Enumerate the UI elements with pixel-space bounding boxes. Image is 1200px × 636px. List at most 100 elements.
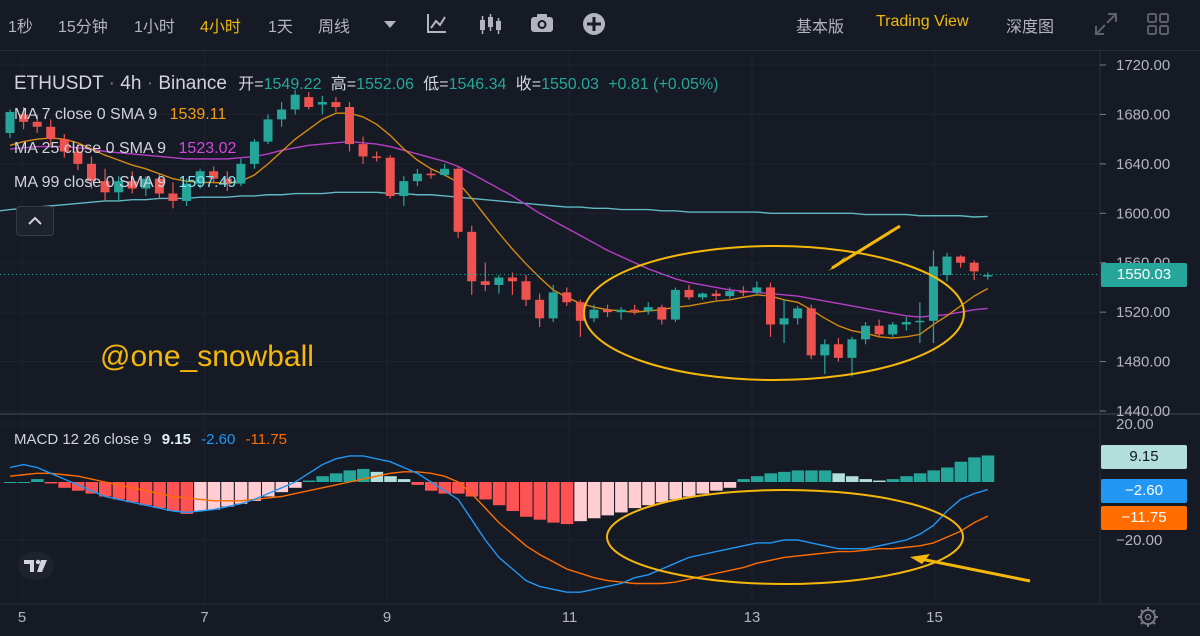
macd-bar [506, 482, 519, 511]
macd-bar [85, 482, 98, 494]
candle [73, 144, 83, 171]
collapse-legend-button[interactable] [16, 206, 54, 236]
grid-icon[interactable] [1146, 12, 1170, 36]
price-tick-label: 1680.00 [1116, 106, 1170, 123]
price-tick-label: 1720.00 [1116, 57, 1170, 74]
candle [480, 262, 490, 292]
price-tick-label: 1480.00 [1116, 354, 1170, 371]
time-tick-label: 13 [744, 609, 761, 626]
candle [901, 317, 911, 331]
interval-4h[interactable]: 4小时 [200, 19, 241, 36]
macd-bar [492, 482, 506, 506]
interval-1s[interactable]: 1秒 [8, 19, 33, 36]
candle [779, 299, 789, 344]
interval-1d[interactable]: 1天 [268, 19, 293, 36]
candle [738, 286, 748, 297]
candle [127, 171, 137, 194]
indicator-icon[interactable] [426, 12, 448, 34]
macd-bar [628, 482, 642, 509]
macd-label: MACD 12 26 close 9 [14, 431, 152, 448]
macd-bar [900, 476, 913, 482]
candle [725, 287, 735, 299]
candle-style-icon[interactable] [478, 12, 502, 36]
low-value: 1546.34 [448, 76, 507, 93]
macd-bar [655, 482, 669, 503]
macd-histogram [4, 455, 995, 525]
chart-canvas[interactable]: 1720.001680.001640.001600.001560.001520.… [0, 51, 1200, 636]
candle [412, 168, 422, 187]
macd-bar [859, 479, 873, 482]
price-tick-label: 1520.00 [1116, 304, 1170, 321]
candle [86, 156, 96, 189]
symbol-exchange: Binance [158, 73, 227, 94]
macd-bar [873, 480, 886, 482]
candle [630, 304, 640, 315]
candle [182, 178, 192, 206]
interval-1w[interactable]: 周线 [318, 19, 351, 36]
macd-bar [601, 482, 615, 516]
macd-bar [262, 482, 275, 497]
macd-bar [234, 482, 248, 504]
view-basic[interactable]: 基本版 [796, 19, 845, 36]
macd-bar [99, 482, 112, 497]
time-tick-label: 15 [926, 609, 943, 626]
view-depth[interactable]: 深度图 [1006, 19, 1055, 36]
candle [684, 284, 694, 300]
ma7-line [9, 112, 989, 339]
candle [643, 302, 653, 315]
ma99-legend[interactable]: MA 99 close 0 SMA 9 1597.49 [14, 174, 236, 192]
candle [956, 255, 966, 268]
macd-tick-label: −20.00 [1116, 532, 1162, 549]
macd-bar [58, 482, 71, 488]
plus-circle-icon[interactable] [582, 12, 606, 36]
chevron-down-icon[interactable] [383, 20, 397, 30]
expand-icon[interactable] [1094, 12, 1118, 36]
high-value: 1552.06 [356, 76, 414, 93]
macd-bar [194, 482, 207, 511]
macd-tick-label: 20.00 [1116, 416, 1154, 433]
camera-icon[interactable] [530, 12, 554, 34]
candle [833, 338, 843, 362]
macd-bar [791, 470, 805, 482]
macd-bar [384, 476, 397, 482]
candle [928, 250, 938, 344]
candle [589, 304, 599, 323]
candle [535, 293, 545, 327]
macd-legend[interactable]: MACD 12 26 close 9 9.15 -2.60 -11.75 [14, 431, 287, 448]
ma25-value: 1523.02 [178, 140, 237, 157]
ma25-legend[interactable]: MA 25 close 0 SMA 9 1523.02 [14, 140, 236, 158]
macd-bar [4, 482, 17, 483]
symbol-name: ETHUSDT [14, 73, 104, 94]
candle [562, 287, 572, 306]
view-tradingview[interactable]: Trading View [876, 13, 969, 30]
macd-bar [153, 482, 166, 509]
macd-bar [696, 482, 710, 494]
settings-gear-icon[interactable] [1138, 607, 1158, 627]
macd-bar [465, 482, 479, 497]
candle [711, 289, 721, 300]
macd-bar [547, 482, 560, 523]
macd-bar [615, 482, 628, 513]
candle [616, 307, 626, 320]
macd-signal-value: -11.75 [245, 431, 287, 448]
open-value: 1549.22 [263, 76, 322, 93]
candle [222, 171, 232, 192]
interval-15m[interactable]: 15分钟 [58, 19, 108, 36]
candle [847, 336, 857, 377]
macd-bar [683, 482, 696, 497]
macd-bar [31, 479, 44, 482]
macd-bar [737, 479, 750, 482]
candle [317, 95, 327, 115]
macd-bar [941, 467, 954, 482]
chevron-up-icon [28, 216, 42, 225]
candle [263, 114, 273, 145]
watermark-handle: @one_snowball [100, 340, 314, 373]
ma7-legend[interactable]: MA 7 close 0 SMA 9 1539.11 [14, 106, 226, 124]
candle [467, 225, 477, 295]
candle [752, 281, 762, 295]
macd-bar [845, 476, 859, 482]
macd-bar [710, 482, 723, 491]
interval-1h[interactable]: 1小时 [134, 19, 175, 36]
ma99-line-ext [0, 208, 11, 212]
change-value: +0.81 (+0.05%) [608, 76, 719, 93]
